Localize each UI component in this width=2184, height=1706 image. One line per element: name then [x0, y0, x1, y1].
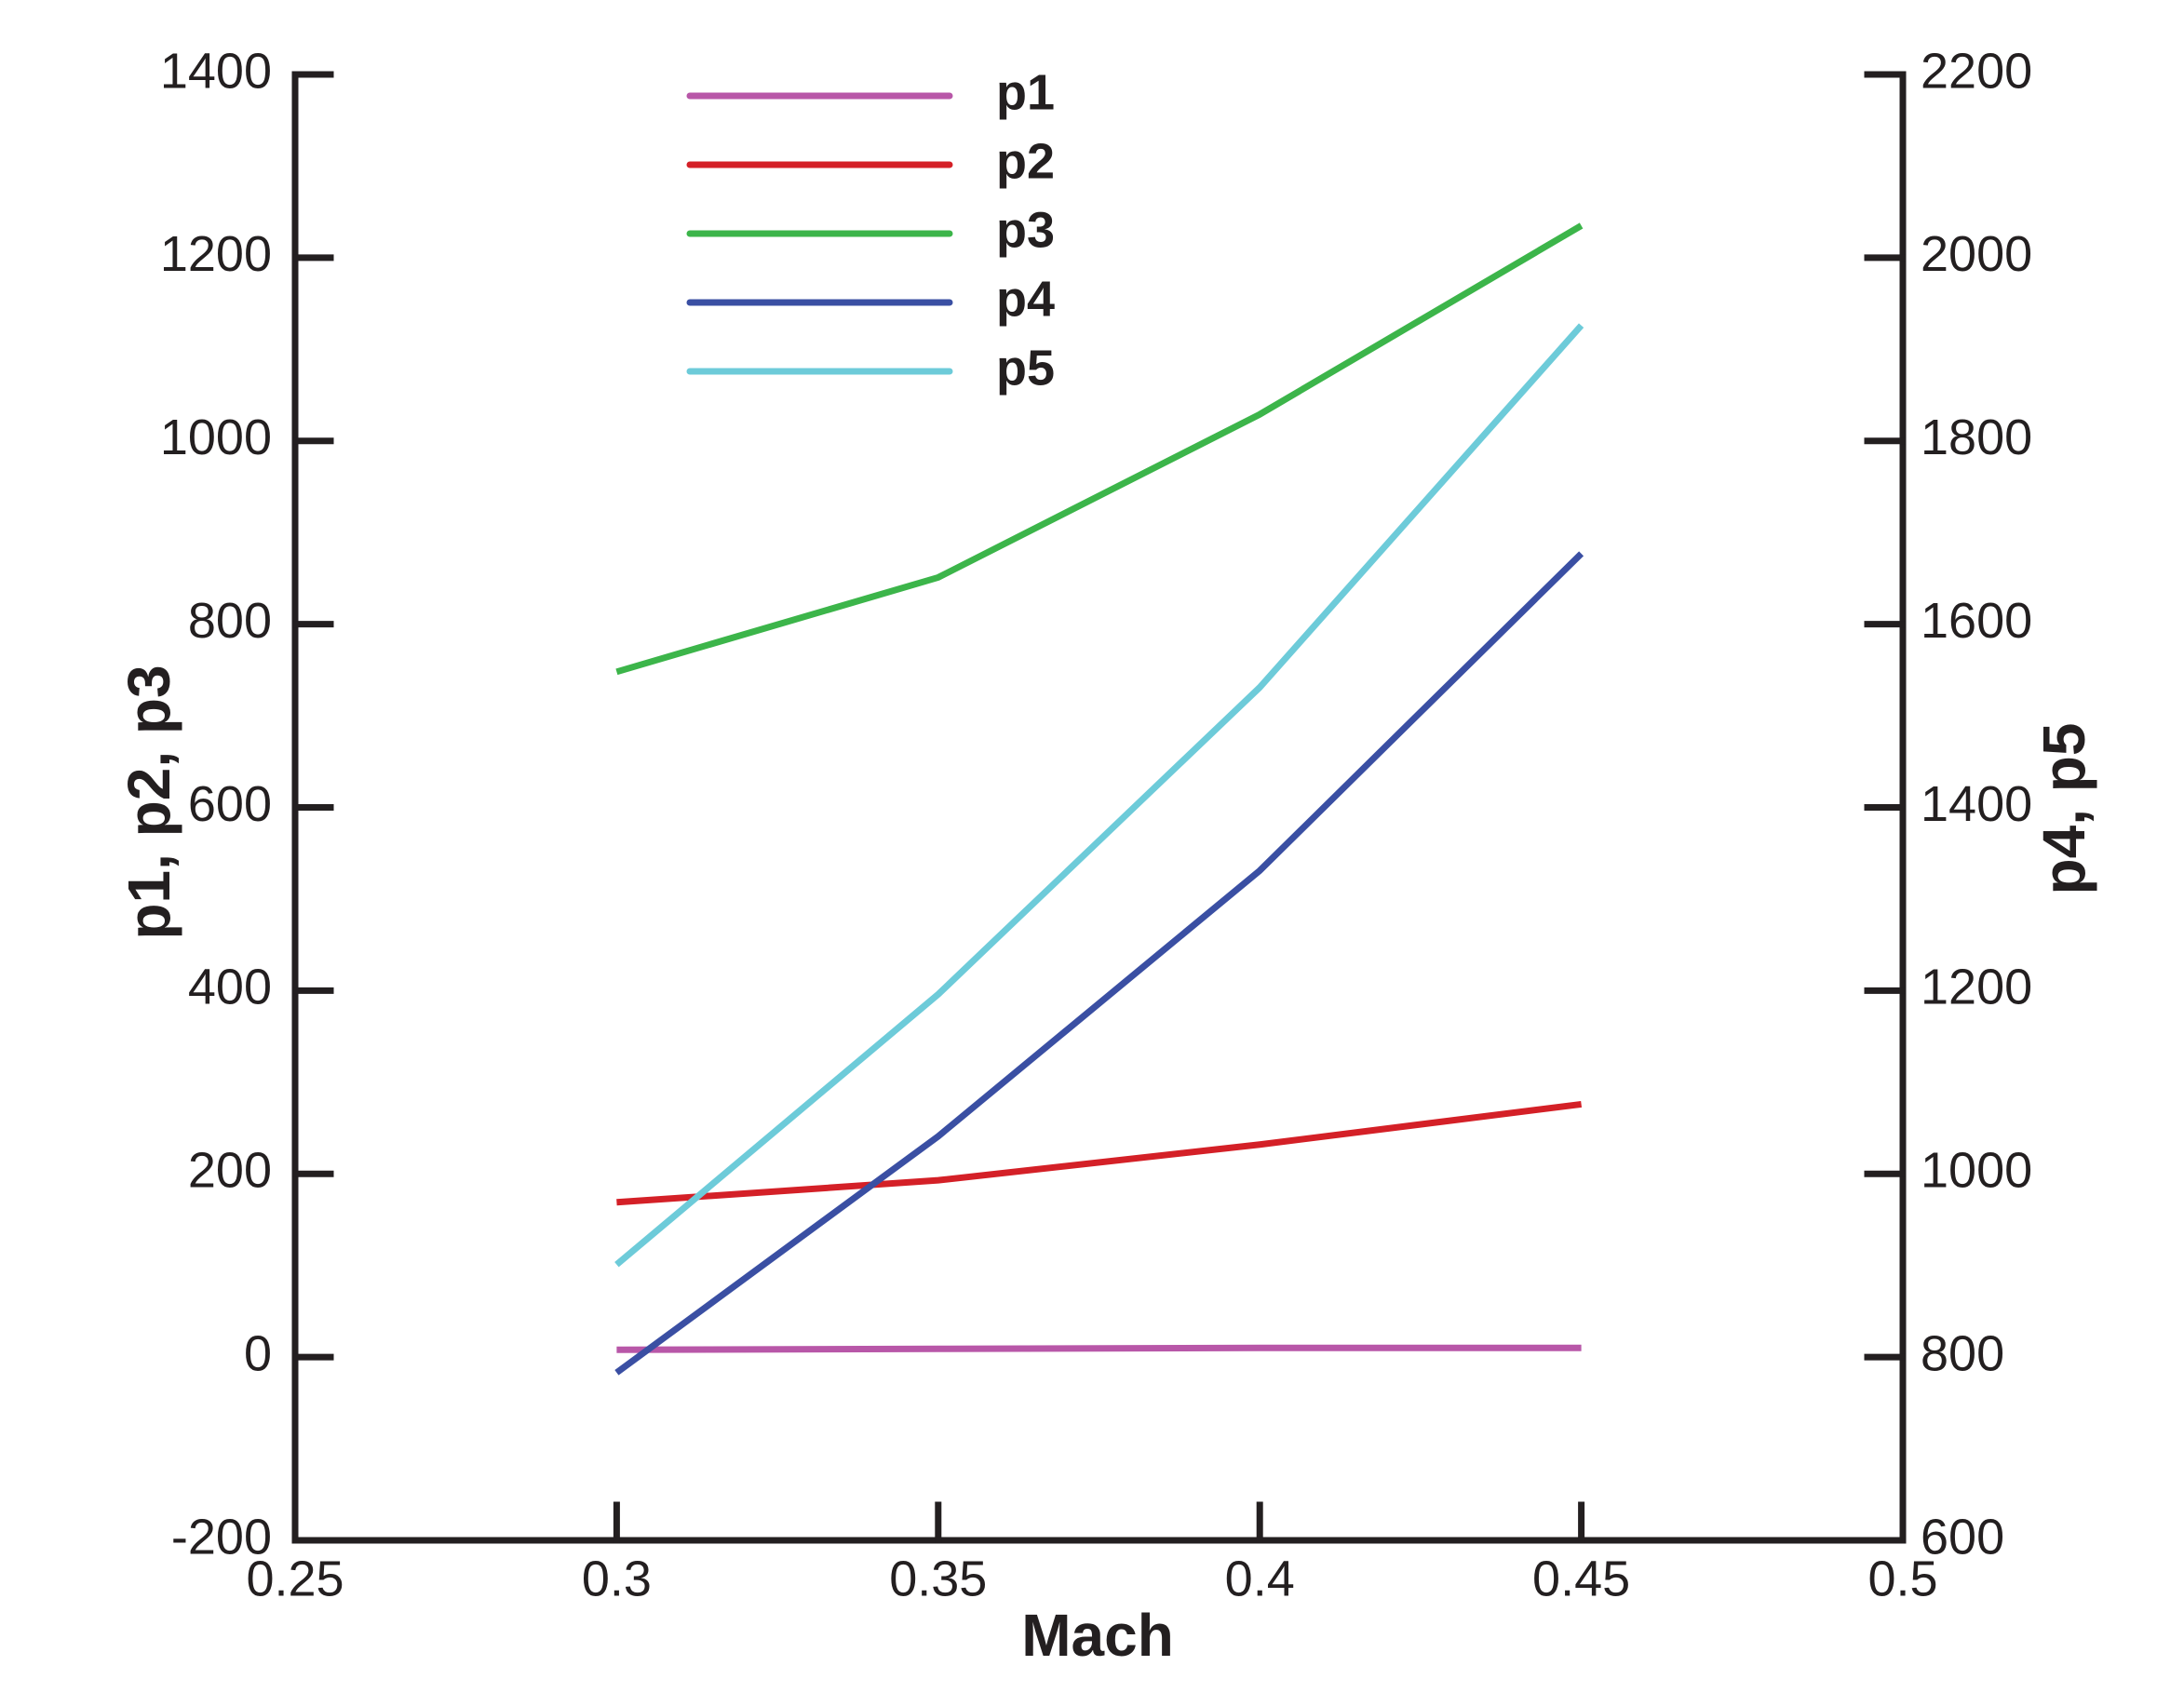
y-tick-label: 600 [188, 776, 272, 832]
legend-label: p5 [996, 340, 1055, 396]
x-tick-label: 0.4 [1225, 1551, 1295, 1606]
y2-tick-label: 600 [1921, 1509, 2004, 1565]
series-line [614, 323, 1584, 1268]
y2-tick-label: 800 [1921, 1325, 2004, 1381]
y2-tick-label: 1600 [1921, 593, 2032, 649]
y-tick-label: 800 [188, 593, 272, 649]
y-tick-label: 1200 [160, 226, 272, 282]
x-tick-label: 0.45 [1532, 1551, 1630, 1606]
y-axis-title: p1, p2, p3 [115, 665, 182, 939]
y-tick-label: 200 [188, 1143, 272, 1199]
y2-tick-label: 1200 [1921, 960, 2032, 1015]
legend-label: p3 [996, 202, 1055, 258]
x-tick-label: 0.35 [889, 1551, 987, 1606]
y-tick-label: 400 [188, 960, 272, 1015]
series-line [615, 222, 1584, 676]
series-line [616, 1344, 1582, 1353]
y-tick-label: 1400 [160, 43, 272, 99]
y-tick-label: 1000 [160, 410, 272, 465]
series-line [616, 1100, 1583, 1206]
y2-axis-title: p4, p5 [2030, 723, 2097, 895]
y-tick-label: -200 [171, 1509, 272, 1565]
x-tick-label: 0.5 [1867, 1551, 1937, 1606]
legend-label: p2 [996, 133, 1055, 189]
x-tick-label: 0.3 [582, 1551, 652, 1606]
y2-tick-label: 2200 [1921, 43, 2032, 99]
legend-label: p4 [996, 271, 1055, 327]
series-line [614, 551, 1584, 1376]
legend-label: p1 [996, 64, 1055, 120]
y2-tick-label: 1400 [1921, 776, 2032, 832]
y2-tick-label: 1800 [1921, 410, 2032, 465]
y2-tick-label: 2000 [1921, 226, 2032, 282]
x-tick-label: 0.25 [246, 1551, 344, 1606]
y2-tick-label: 1000 [1921, 1143, 2032, 1199]
x-axis-title: Mach [1021, 1602, 1174, 1669]
y-tick-label: 0 [244, 1325, 272, 1381]
